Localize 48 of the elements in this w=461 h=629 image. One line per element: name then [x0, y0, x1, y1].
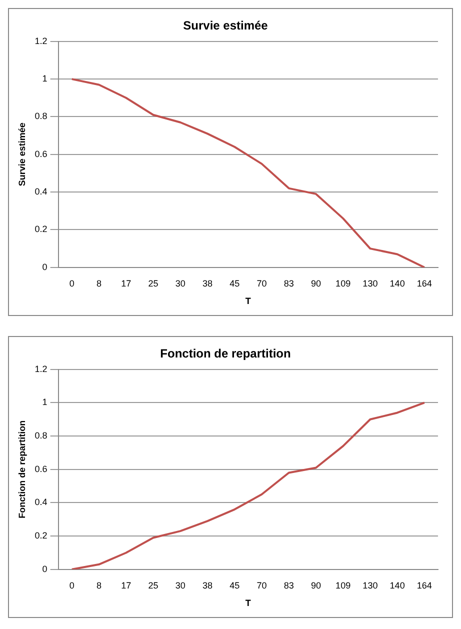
x-tick-label: 164	[416, 278, 432, 288]
x-tick-label: 0	[69, 278, 74, 288]
x-tick-label: 109	[336, 580, 351, 590]
x-tick-label: 45	[230, 580, 240, 590]
x-tick-label: 140	[390, 278, 405, 288]
x-tick-label: 90	[310, 278, 321, 288]
x-tick-label: 140	[390, 580, 405, 590]
x-tick-label: 90	[310, 580, 321, 590]
y-tick-label: 0.8	[34, 111, 48, 122]
y-tick-label: 1	[42, 74, 48, 84]
y-tick-label: 1.2	[34, 364, 48, 374]
x-tick-label: 130	[362, 580, 378, 590]
x-axis-title: T	[245, 296, 252, 306]
x-tick-label: 38	[202, 278, 212, 288]
x-tick-label: 130	[362, 278, 378, 288]
y-tick-label: 0.8	[34, 430, 48, 441]
y-tick-label: 1.2	[34, 36, 48, 46]
x-tick-label: 109	[336, 278, 351, 288]
y-tick-label: 1	[42, 397, 48, 408]
x-tick-label: 38	[202, 580, 212, 590]
y-axis-title: Fonction de repartition	[16, 420, 27, 518]
x-tick-label: 30	[175, 278, 186, 288]
x-tick-label: 70	[256, 278, 267, 288]
y-axis-title: Survie estimée	[16, 122, 27, 186]
y-tick-label: 0.2	[34, 530, 48, 541]
x-tick-label: 45	[230, 278, 240, 288]
x-tick-label: 8	[96, 278, 102, 288]
y-tick-label: 0.4	[34, 497, 48, 508]
y-tick-label: 0	[42, 564, 48, 574]
chart-title: Survie estimée	[183, 18, 268, 33]
x-tick-label: 0	[69, 580, 74, 590]
chart-title: Fonction de repartition	[160, 346, 291, 361]
x-tick-label: 83	[284, 580, 294, 590]
x-tick-label: 30	[175, 580, 186, 590]
y-tick-label: 0.6	[34, 464, 48, 474]
y-tick-label: 0.4	[34, 186, 48, 197]
x-tick-label: 70	[256, 580, 267, 590]
x-tick-label: 17	[121, 278, 132, 288]
x-tick-label: 17	[121, 580, 132, 590]
x-tick-label: 25	[148, 278, 158, 288]
y-tick-label: 0.2	[34, 224, 48, 234]
x-tick-label: 164	[416, 580, 432, 590]
x-axis-title: T	[245, 598, 252, 608]
x-tick-label: 8	[96, 580, 102, 590]
x-tick-label: 25	[148, 580, 158, 590]
x-tick-label: 83	[284, 278, 294, 288]
y-tick-label: 0	[42, 262, 48, 272]
y-tick-label: 0.6	[34, 148, 48, 159]
